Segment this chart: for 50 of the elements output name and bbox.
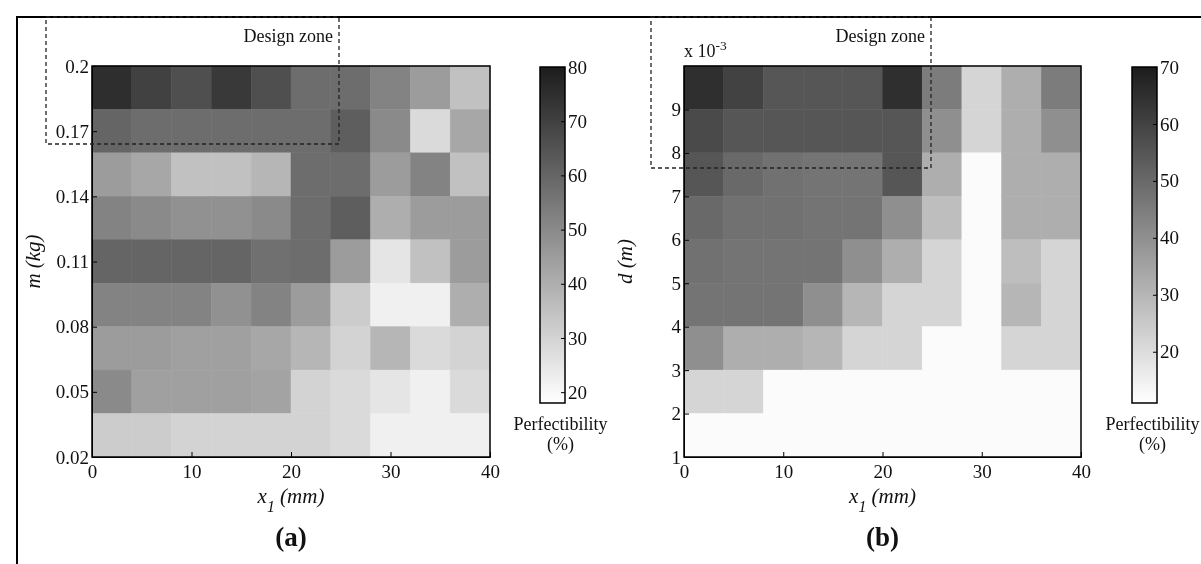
y-tick-label: 1 xyxy=(671,446,681,468)
color-bar-title: Perfectibility (%) xyxy=(1105,414,1200,455)
y-tick-label: 0.2 xyxy=(65,55,89,77)
color-bar-label: 70 xyxy=(568,110,587,132)
text: Design zone xyxy=(243,26,333,46)
y-tick-label: 8 xyxy=(671,142,681,164)
x-tick-label: 20 xyxy=(873,461,893,483)
y-tick-label: 7 xyxy=(671,185,681,207)
x-tick-label: 30 xyxy=(381,461,401,483)
y-tick-label: 3 xyxy=(671,359,681,381)
color-bar-label: 20 xyxy=(1160,341,1179,363)
y-tick-label: 6 xyxy=(671,229,681,251)
x-tick-label: 10 xyxy=(182,461,202,483)
x-tick-label: 0 xyxy=(87,461,98,483)
y-tick-label: 0.14 xyxy=(55,185,90,207)
color-bar-label: 60 xyxy=(1160,113,1179,135)
y-tick-label: 2 xyxy=(671,403,681,425)
x-axis-title: x$_{1}$ (mm) xyxy=(256,484,325,515)
y-tick-label: 9 xyxy=(671,99,681,121)
color-bar-label: 30 xyxy=(568,327,587,349)
x-tick-label: 20 xyxy=(282,461,301,483)
text: (b) xyxy=(866,522,899,552)
color-bar-label: 30 xyxy=(1160,284,1179,306)
color-bar-title: Perfectibility (%) xyxy=(513,414,608,455)
color-bar-label: 60 xyxy=(568,164,587,186)
x-tick-label: 40 xyxy=(481,461,500,483)
color-bar-label: 40 xyxy=(568,273,587,295)
color-bar-label: 70 xyxy=(1160,56,1179,78)
color-bar-label: 50 xyxy=(568,219,587,241)
x-axis-title: x$_{1}$ (mm) xyxy=(848,484,916,515)
text: x 10$^{-3}$ xyxy=(684,37,727,61)
color-bar-label: 40 xyxy=(1160,227,1179,249)
y-tick-label: 4 xyxy=(671,316,682,338)
y-tick-label: 5 xyxy=(671,272,681,294)
color-bar-label: 20 xyxy=(568,381,587,403)
x-tick-label: 40 xyxy=(1072,461,1091,483)
color-bar-label: 50 xyxy=(1160,170,1179,192)
x-tick-label: 30 xyxy=(972,461,992,483)
y-axis-title: d (m) xyxy=(613,239,637,284)
y-tick-label: 0.05 xyxy=(55,381,89,403)
y-tick-label: 0.11 xyxy=(56,251,89,273)
x-tick-label: 0 xyxy=(679,461,690,483)
text: (a) xyxy=(275,522,307,552)
y-tick-label: 0.17 xyxy=(55,120,89,142)
y-tick-label: 0.08 xyxy=(55,316,89,338)
text: Design zone xyxy=(835,26,925,46)
y-tick-label: 0.02 xyxy=(55,446,89,468)
color-bar-label: 80 xyxy=(568,56,587,78)
y-axis-title: m (kg) xyxy=(21,234,45,289)
x-tick-label: 10 xyxy=(774,461,794,483)
